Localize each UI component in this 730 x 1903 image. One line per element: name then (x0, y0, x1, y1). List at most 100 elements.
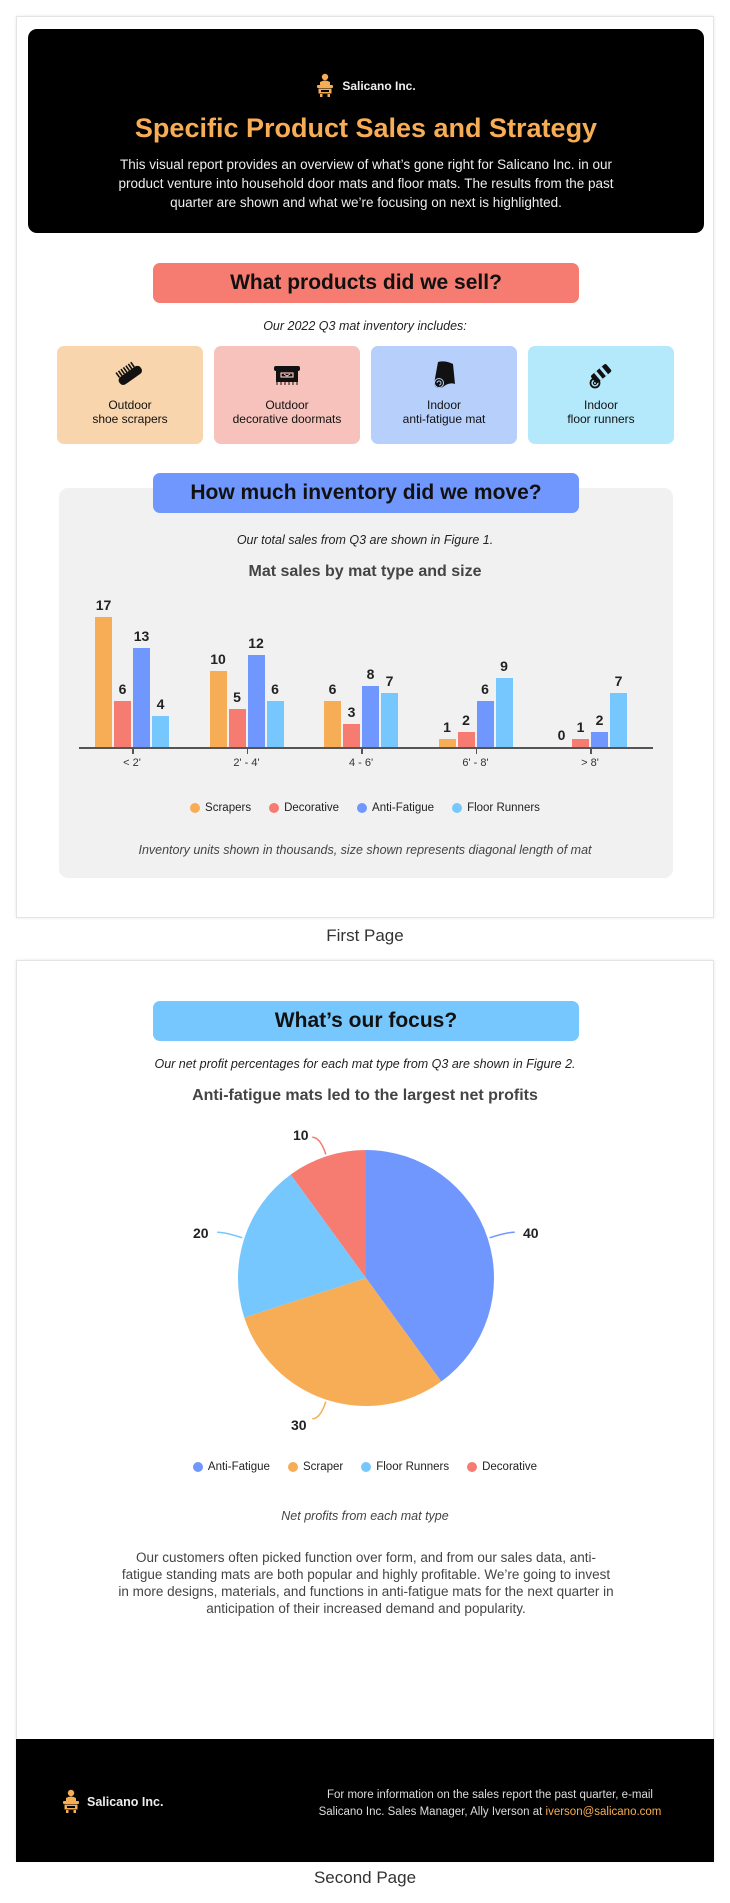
bar-value-label: 1 (576, 719, 585, 736)
bar-value-label: 6 (271, 681, 279, 698)
bar-value-label: 6 (481, 681, 489, 698)
bar (209, 670, 227, 747)
inventory-panel (59, 488, 673, 878)
report-title: Specific Product Sales and Strategy (134, 113, 598, 143)
pie-label-floor-runners: 20 (193, 1225, 209, 1241)
bar (438, 739, 456, 747)
brush-icon (115, 361, 142, 385)
bar (133, 647, 150, 747)
footer-company-name: Salicano Inc. (87, 1795, 164, 1809)
x-tick (246, 748, 248, 754)
legend-dot-icon (452, 803, 463, 813)
bar (591, 731, 608, 747)
legend-item-scraper: Scraper (287, 1461, 343, 1473)
header-banner: Salicano Inc. Specific Product Sales and… (28, 29, 704, 233)
pie-chart: 40 30 20 10 (171, 1111, 561, 1451)
footer-contact-text: For more information on the sales report… (318, 1789, 653, 1818)
products-heading: What products did we sell? (153, 263, 579, 303)
product-card-line1: Indoor (426, 398, 462, 412)
bar-value-label: 4 (156, 696, 165, 713)
bar (381, 693, 398, 747)
rolled-mat-icon (434, 361, 455, 388)
legend-dot-icon (269, 803, 280, 813)
bar (95, 616, 112, 747)
product-card-decorative: Outdoor decorative doormats (214, 346, 360, 444)
pie-slice (238, 1174, 366, 1318)
x-tick-label: 2' - 4' (233, 757, 260, 769)
legend-dot-icon (361, 1462, 372, 1472)
x-tick (361, 748, 363, 754)
bar-chart: 17 6 13 4 < 2' 10 5 12 6 2' - 4' 6 3 8 7 4 - 6' 1 2 6 9 6' … (79, 596, 653, 769)
bar-value-label: 12 (248, 635, 264, 652)
bar-value-label: 7 (385, 673, 394, 690)
bar-chart-legend: Scrapers Decorative Anti-Fatigue Floor R… (17, 802, 713, 814)
bar-value-label: 17 (95, 596, 112, 613)
report-page-2: What’s our focus? Our net profit percent… (16, 960, 714, 1862)
company-name: Salicano Inc. (342, 79, 416, 93)
inventory-heading: How much inventory did we move? (153, 473, 579, 513)
bar-value-label: 8 (366, 665, 375, 682)
product-card-line1: Outdoor (108, 398, 152, 412)
legend-item-decorative: Decorative (269, 802, 339, 814)
legend-dot-icon (287, 1462, 298, 1472)
legend-item-anti-fatigue: Anti-Fatigue (192, 1461, 270, 1473)
pie-label-decorative: 10 (293, 1127, 309, 1143)
bar-value-label: 9 (500, 658, 508, 675)
pie-label-scraper: 30 (291, 1417, 307, 1433)
x-tick (590, 748, 592, 754)
bar-value-label: 13 (133, 627, 150, 644)
focus-subtitle: Our net profit percentages for each mat … (154, 1057, 576, 1071)
product-card-scrapers: Outdoor shoe scrapers (57, 346, 203, 444)
bar (247, 655, 265, 747)
pie-chart-caption: Net profits from each mat type (281, 1509, 449, 1523)
company-logo-icon (63, 1789, 79, 1813)
bar-value-label: 7 (614, 673, 623, 690)
pie-label-anti-fatigue: 40 (523, 1225, 539, 1241)
legend-item-anti-fatigue: Anti-Fatigue (357, 802, 434, 814)
bar-value-label: 0 (557, 727, 566, 743)
pie-slice (244, 1278, 442, 1406)
x-tick-label: 4 - 6' (348, 757, 374, 769)
page-caption-first: First Page (326, 926, 404, 945)
product-card-line2: floor runners (567, 412, 635, 426)
pie-chart-title: Anti-fatigue mats led to the largest net… (192, 1087, 538, 1104)
focus-heading: What’s our focus? (153, 1001, 579, 1041)
bar-value-label: 10 (210, 650, 226, 667)
bar (610, 693, 627, 747)
bar-value-label: 3 (347, 704, 356, 721)
bar (152, 716, 169, 747)
doormat-icon (274, 366, 300, 385)
footer: Salicano Inc. For more information on th… (16, 1739, 714, 1862)
bar-value-label: 5 (233, 688, 241, 705)
focus-body-text: Our customers often picked function over… (118, 1550, 614, 1616)
product-card-line1: Indoor (583, 398, 619, 412)
x-axis (79, 747, 653, 749)
footer-brand: Salicano Inc. (62, 1789, 163, 1815)
bar (228, 708, 246, 747)
bar (476, 701, 494, 747)
inventory-subtitle: Our total sales from Q3 are shown in Fig… (236, 533, 494, 547)
legend-dot-icon (467, 1462, 478, 1472)
company-logo-icon (317, 73, 334, 97)
legend-dot-icon (190, 803, 201, 813)
bar (495, 678, 513, 747)
legend-item-scrapers: Scrapers (190, 802, 251, 814)
bar-chart-note: Inventory units shown in thousands, size… (138, 843, 592, 857)
legend-item-floor-runners: Floor Runners (452, 802, 540, 814)
brand: Salicano Inc. (28, 73, 704, 99)
bar-value-label: 6 (328, 681, 337, 698)
bar (324, 701, 341, 747)
legend-item-decorative: Decorative (467, 1461, 537, 1473)
bar (266, 701, 284, 747)
product-card-line1: Outdoor (265, 398, 309, 412)
bar-value-label: 1 (443, 719, 451, 736)
pie-slice (290, 1150, 366, 1278)
bar-value-label: 2 (595, 711, 604, 728)
x-tick-label: 6' - 8' (462, 757, 489, 769)
pie-leader-line (312, 1401, 327, 1420)
footer-email-link[interactable]: iverson@salicano.com (545, 1806, 662, 1818)
x-tick-label: > 8' (581, 757, 599, 769)
bar-chart-title: Mat sales by mat type and size (248, 563, 482, 580)
x-tick-label: < 2' (123, 757, 141, 769)
bar-value-label: 2 (462, 711, 470, 728)
